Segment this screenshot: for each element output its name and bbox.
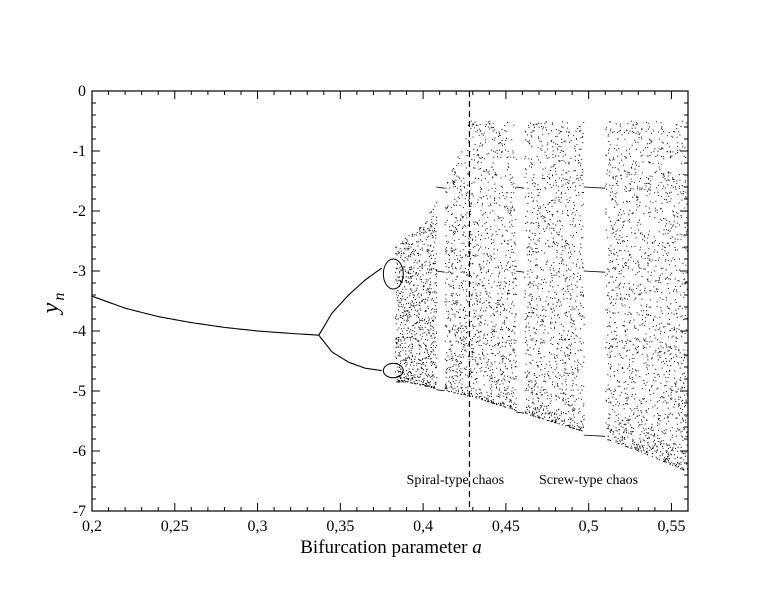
periodic-window-3 — [583, 186, 606, 437]
x-tick-label: 0,35 — [326, 518, 354, 535]
y-tick-label: 0 — [78, 83, 86, 100]
axis-ticks — [91, 90, 689, 512]
periodic-window-1 — [436, 186, 445, 392]
y-axis-title: yn — [38, 293, 68, 316]
x-tick-label: 0,45 — [492, 518, 520, 535]
x-axis-title-variable: a — [472, 537, 482, 558]
branch-line-1 — [92, 295, 319, 336]
data-marks — [92, 120, 688, 473]
branch-line-3 — [318, 334, 382, 372]
periodic-window-2 — [515, 186, 525, 414]
y-tick-label: -4 — [73, 323, 86, 340]
x-tick-label: 0,3 — [248, 518, 268, 535]
x-tick-label: 0,55 — [657, 518, 685, 535]
x-tick-label: 0,4 — [413, 518, 433, 535]
y-tick-label: -1 — [73, 143, 86, 160]
y-tick-label: -2 — [73, 203, 86, 220]
plot-area — [91, 90, 689, 512]
x-tick-label: 0,5 — [579, 518, 599, 535]
y-tick-label: -7 — [73, 503, 86, 520]
x-tick-label: 0,2 — [82, 518, 102, 535]
annotation-screw-chaos: Screw-type chaos — [539, 473, 638, 488]
period-doubling-loop-1 — [382, 258, 404, 290]
annotation-spiral-chaos: Spiral-type chaos — [407, 473, 505, 488]
x-axis-title: Bifurcation parameter a — [300, 537, 481, 558]
y-tick-label: -6 — [73, 443, 86, 460]
plot-frame — [91, 90, 689, 512]
tick-labels: 0,2 0,25 0,3 0,35 0,4 0,45 0,5 0,55 0 -1 -2 -3 -4 -5 -… — [73, 83, 686, 535]
y-tick-label: -3 — [73, 263, 86, 280]
y-axis-title-subscript: n — [51, 293, 68, 301]
chaos-scatter-points — [395, 120, 688, 473]
y-axis-title-symbol: y — [38, 302, 64, 315]
x-axis-title-text: Bifurcation parameter — [300, 537, 468, 558]
y-tick-label: -5 — [73, 383, 86, 400]
x-tick-label: 0,25 — [161, 518, 189, 535]
branch-line-2 — [318, 267, 383, 336]
